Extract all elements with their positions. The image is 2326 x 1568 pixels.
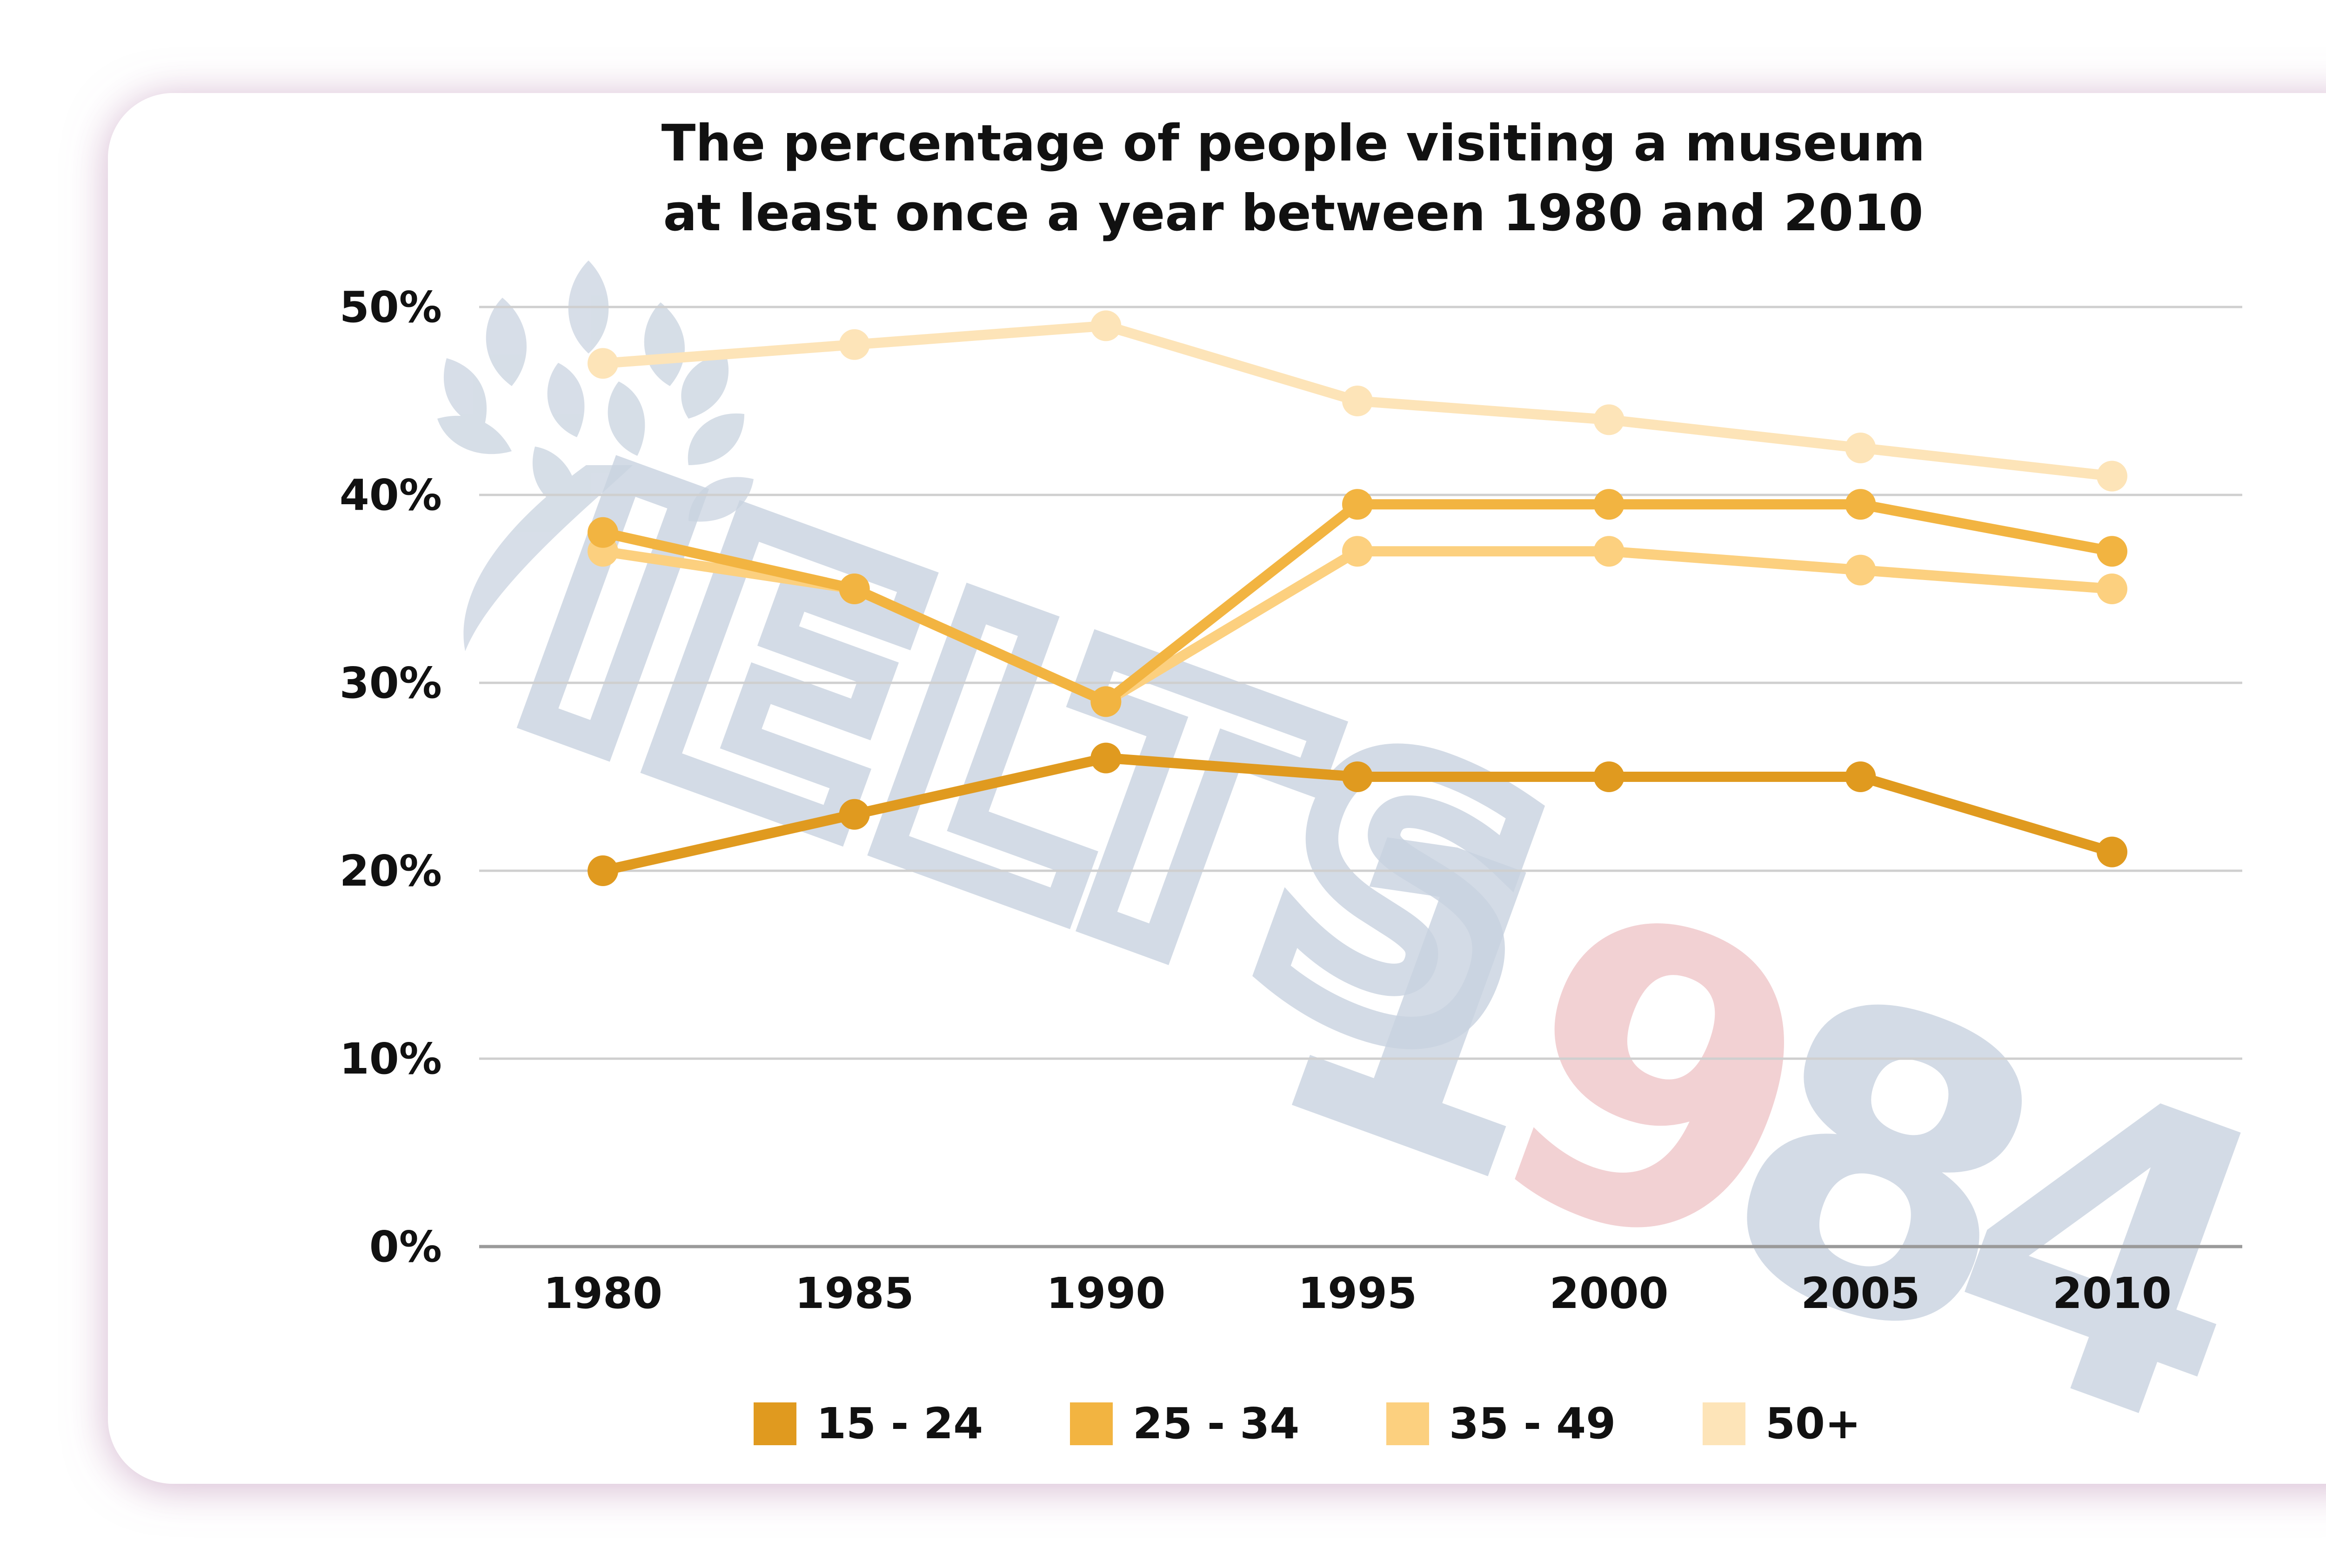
y-tick-label: 0% (369, 1222, 442, 1272)
watermark-number: 1 9 8 4 (1214, 731, 2326, 1525)
legend: 15 - 24 25 - 34 35 - 49 50+ (754, 1399, 1861, 1448)
data-point (1342, 386, 1373, 416)
y-tick-label: 20% (340, 846, 442, 896)
x-tick-label: 1985 (795, 1268, 914, 1318)
legend-swatch (1070, 1402, 1113, 1445)
legend-label: 35 - 49 (1449, 1399, 1616, 1448)
data-point (1090, 742, 1122, 774)
data-point (1342, 536, 1373, 567)
data-point (1090, 310, 1122, 341)
series-lines (588, 310, 2127, 886)
y-tick-label: 40% (340, 470, 442, 520)
data-point (588, 855, 618, 886)
legend-swatch (754, 1402, 796, 1445)
legend-swatch (1386, 1402, 1429, 1445)
chart-title-line-2: at least once a year between 1980 and 20… (663, 184, 1924, 242)
data-point (2097, 836, 2127, 867)
x-axis: 1980 1985 1990 1995 2000 2005 2010 (543, 1268, 2172, 1318)
data-point (1342, 489, 1373, 520)
data-point (839, 799, 870, 830)
data-point (1593, 536, 1624, 567)
tree-icon (437, 260, 754, 651)
data-point (588, 348, 618, 379)
y-tick-label: 50% (340, 282, 442, 332)
legend-item: 50+ (1703, 1399, 1861, 1448)
series-25-34 (588, 489, 2127, 717)
data-point (839, 329, 870, 360)
series-50 (588, 310, 2127, 492)
y-axis: 0% 10% 20% 30% 40% 50% (340, 282, 442, 1272)
chart-title-line-1: The percentage of people visiting a muse… (662, 114, 1925, 173)
data-point (1845, 761, 1876, 792)
data-point (1342, 761, 1373, 792)
data-point (1845, 554, 1876, 586)
x-tick-label: 2005 (1801, 1268, 1920, 1318)
legend-label: 50+ (1765, 1399, 1861, 1448)
y-tick-label: 30% (340, 658, 442, 708)
x-tick-label: 2010 (2052, 1268, 2172, 1318)
data-point (1593, 489, 1624, 520)
legend-label: 25 - 34 (1133, 1399, 1299, 1448)
x-tick-label: 1990 (1046, 1268, 1165, 1318)
legend-item: 15 - 24 (754, 1399, 983, 1448)
data-point (2097, 536, 2127, 567)
data-point (1593, 761, 1624, 792)
x-tick-label: 2000 (1550, 1268, 1669, 1318)
y-tick-label: 10% (340, 1034, 442, 1084)
data-point (1845, 433, 1876, 463)
x-tick-label: 1995 (1298, 1268, 1417, 1318)
series-15-24 (588, 742, 2127, 886)
data-point (588, 517, 618, 548)
data-point (1593, 404, 1624, 435)
data-point (839, 574, 870, 604)
data-point (1090, 686, 1122, 717)
data-point (2097, 460, 2127, 492)
data-point (1845, 489, 1876, 520)
data-point (2097, 574, 2127, 604)
legend-item: 25 - 34 (1070, 1399, 1299, 1448)
legend-item: 35 - 49 (1386, 1399, 1616, 1448)
x-tick-label: 1980 (543, 1268, 662, 1318)
legend-swatch (1703, 1402, 1745, 1445)
legend-label: 15 - 24 (816, 1399, 983, 1448)
watermark: IELTS 1 9 8 4 (437, 260, 2326, 1525)
